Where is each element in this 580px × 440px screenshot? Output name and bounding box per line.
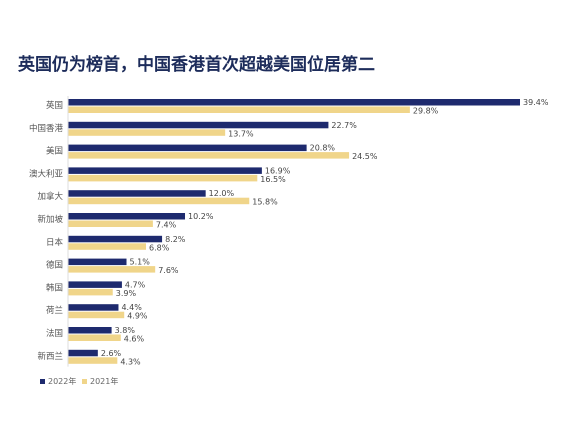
value-label-2022: 4.7% bbox=[125, 280, 146, 289]
bar-2022 bbox=[68, 349, 98, 357]
bar-2022 bbox=[68, 281, 122, 288]
value-label-2021: 29.8% bbox=[413, 107, 439, 116]
value-label-2022: 2.6% bbox=[101, 349, 122, 358]
value-label-2022: 22.7% bbox=[331, 121, 357, 130]
bar-2021 bbox=[68, 152, 350, 159]
bar-2022 bbox=[68, 258, 127, 266]
bar-2022 bbox=[68, 144, 307, 152]
value-label-2022: 4.4% bbox=[121, 303, 142, 312]
bar-2022 bbox=[68, 190, 206, 197]
bar-2022 bbox=[68, 304, 119, 311]
value-label-2021: 4.9% bbox=[127, 312, 148, 321]
category-label: 中国香港 bbox=[29, 123, 64, 134]
bar-2022 bbox=[68, 213, 186, 220]
category-label: 美国 bbox=[46, 146, 63, 157]
chart-title: 英国仍为榜首，中国香港首次超越美国位居第二 bbox=[18, 55, 375, 75]
bar-2021 bbox=[68, 288, 113, 296]
value-label-2022: 20.8% bbox=[310, 144, 336, 153]
value-label-2021: 7.4% bbox=[156, 221, 177, 230]
bar-2022 bbox=[68, 327, 112, 334]
bar-2022 bbox=[68, 99, 520, 106]
category-label: 英国 bbox=[46, 100, 63, 111]
value-label-2021: 16.5% bbox=[260, 175, 286, 184]
value-label-2021: 15.8% bbox=[252, 198, 278, 207]
category-label: 荷兰 bbox=[46, 305, 63, 316]
value-label-2021: 3.9% bbox=[116, 289, 137, 298]
value-label-2022: 8.2% bbox=[165, 235, 186, 244]
category-label: 新加坡 bbox=[37, 214, 63, 225]
value-label-2022: 10.2% bbox=[188, 212, 214, 221]
bar-2021 bbox=[68, 311, 125, 319]
bar-2021 bbox=[68, 334, 121, 341]
value-label-2021: 24.5% bbox=[352, 152, 378, 161]
bar-2022 bbox=[68, 235, 163, 243]
value-label-2021: 7.6% bbox=[158, 266, 179, 275]
legend-swatch-2022 bbox=[40, 379, 45, 384]
legend-swatch-2021 bbox=[82, 379, 87, 384]
bar-2021 bbox=[68, 266, 156, 273]
value-label-2022: 12.0% bbox=[209, 189, 235, 198]
bar-2021 bbox=[68, 220, 153, 227]
bar-2022 bbox=[68, 167, 262, 174]
legend-label-2021: 2021年 bbox=[90, 376, 118, 386]
value-label-2021: 6.8% bbox=[149, 243, 170, 252]
legend-label-2022: 2022年 bbox=[48, 376, 76, 386]
value-label-2021: 13.7% bbox=[228, 129, 254, 138]
category-label: 法国 bbox=[46, 328, 63, 339]
bar-2021 bbox=[68, 106, 410, 113]
bar-2021 bbox=[68, 129, 226, 136]
bar-2021 bbox=[68, 174, 258, 182]
value-label-2022: 3.8% bbox=[115, 326, 136, 335]
value-label-2022: 5.1% bbox=[130, 258, 151, 267]
category-label: 新西兰 bbox=[37, 351, 63, 362]
value-label-2021: 4.6% bbox=[124, 335, 145, 344]
bar-2022 bbox=[68, 121, 329, 129]
value-label-2022: 16.9% bbox=[265, 166, 291, 175]
bar-2021 bbox=[68, 243, 147, 250]
category-label: 日本 bbox=[46, 237, 64, 248]
bar-2021 bbox=[68, 357, 118, 364]
category-label: 德国 bbox=[46, 260, 63, 271]
bar-2021 bbox=[68, 197, 250, 205]
category-label: 韩国 bbox=[46, 282, 63, 293]
category-label: 加拿大 bbox=[37, 191, 63, 202]
category-label: 澳大利亚 bbox=[29, 168, 64, 179]
value-label-2022: 39.4% bbox=[523, 98, 549, 107]
value-label-2021: 4.3% bbox=[120, 357, 141, 366]
